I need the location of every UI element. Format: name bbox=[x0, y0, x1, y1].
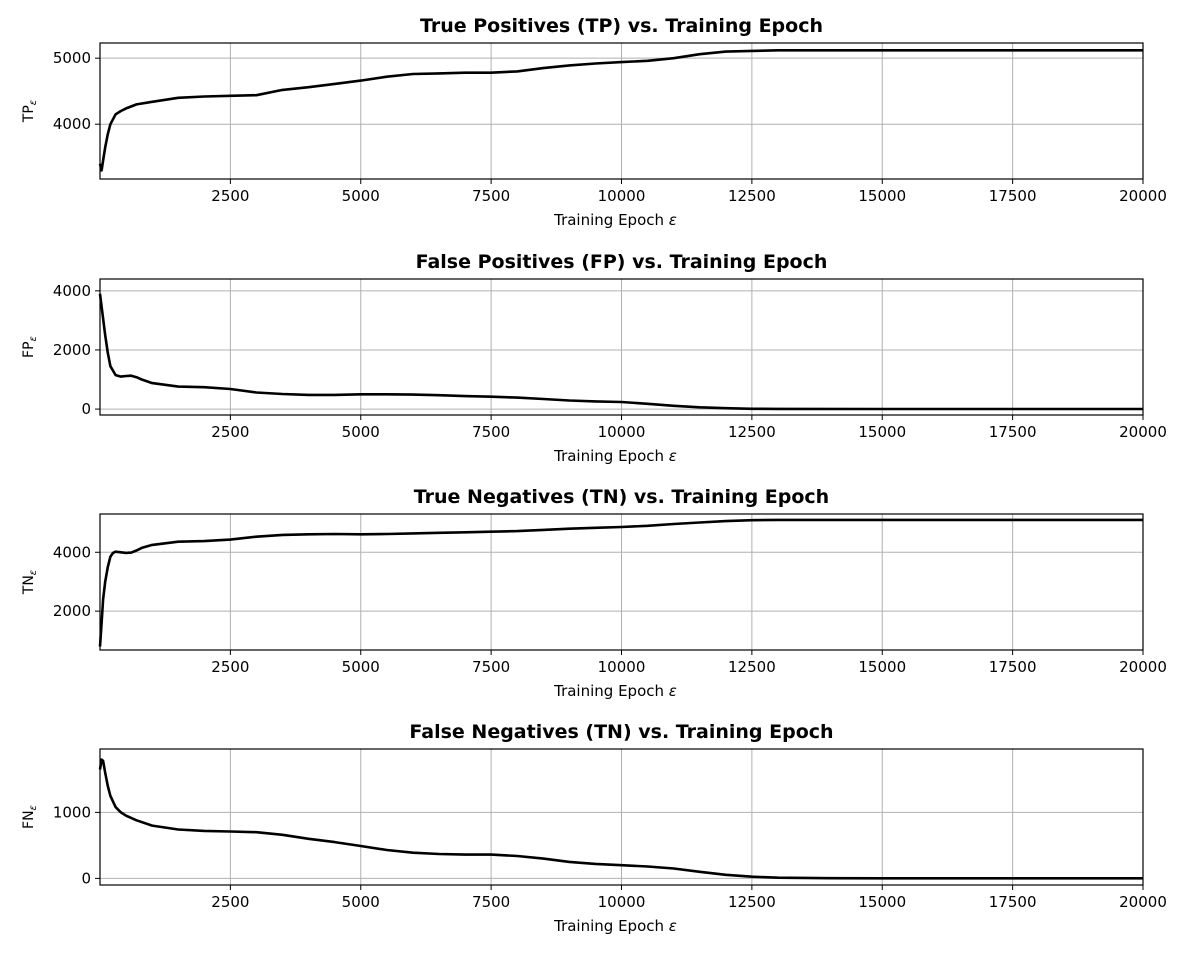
subplot-title: False Negatives (TN) vs. Training Epoch bbox=[409, 721, 833, 743]
subplot-title: True Negatives (TN) vs. Training Epoch bbox=[414, 486, 829, 508]
x-tick-label: 2500 bbox=[211, 658, 249, 676]
y-tick-label: 0 bbox=[81, 869, 91, 887]
series-line bbox=[98, 758, 1143, 880]
subplot-1: True Positives (TP) vs. Training Epoch 25… bbox=[21, 15, 1167, 229]
y-axis-label: FNε bbox=[21, 804, 39, 829]
x-tick-label: 17500 bbox=[989, 658, 1037, 676]
x-tick-label: 12500 bbox=[728, 423, 776, 441]
series-line bbox=[98, 48, 1143, 172]
x-axis-label: Training Epoch ε bbox=[553, 447, 677, 465]
x-tick-label: 5000 bbox=[342, 893, 380, 911]
x-tick-label: 7500 bbox=[472, 658, 510, 676]
x-tick-label: 15000 bbox=[858, 893, 906, 911]
x-tick-label: 5000 bbox=[342, 658, 380, 676]
subplot-2: False Positives (FP) vs. Training Epoch 2… bbox=[21, 251, 1167, 465]
x-tick-label: 12500 bbox=[728, 187, 776, 205]
y-tick-label: 5000 bbox=[53, 49, 91, 67]
x-tick-label: 7500 bbox=[472, 423, 510, 441]
x-tick-label: 10000 bbox=[598, 187, 646, 205]
x-axis-label: Training Epoch ε bbox=[553, 211, 677, 229]
x-axis-label: Training Epoch ε bbox=[553, 682, 677, 700]
x-tick-label: 17500 bbox=[989, 187, 1037, 205]
subplot-title: True Positives (TP) vs. Training Epoch bbox=[420, 15, 823, 37]
subplot-3: True Negatives (TN) vs. Training Epoch 25… bbox=[21, 486, 1167, 700]
y-axis-label: TNε bbox=[21, 569, 39, 595]
x-tick-label: 20000 bbox=[1119, 423, 1167, 441]
x-tick-label: 17500 bbox=[989, 893, 1037, 911]
x-tick-label: 2500 bbox=[211, 893, 249, 911]
x-tick-label: 2500 bbox=[211, 423, 249, 441]
plot-frame bbox=[99, 278, 1144, 416]
x-tick-label: 5000 bbox=[342, 187, 380, 205]
x-axis-label: Training Epoch ε bbox=[553, 917, 677, 935]
plot-frame bbox=[99, 42, 1144, 180]
y-tick-label: 0 bbox=[81, 400, 91, 418]
x-tick-label: 15000 bbox=[858, 658, 906, 676]
subplot-title: False Positives (FP) vs. Training Epoch bbox=[416, 251, 828, 273]
y-axis-label: TPε bbox=[21, 99, 39, 123]
x-tick-label: 7500 bbox=[472, 187, 510, 205]
subplot-4: False Negatives (TN) vs. Training Epoch 2… bbox=[21, 721, 1167, 935]
y-axis-label: FPε bbox=[21, 335, 39, 358]
x-tick-label: 17500 bbox=[989, 423, 1037, 441]
x-tick-label: 12500 bbox=[728, 658, 776, 676]
x-tick-label: 2500 bbox=[211, 187, 249, 205]
x-tick-label: 10000 bbox=[598, 423, 646, 441]
y-tick-label: 2000 bbox=[53, 341, 91, 359]
series-line bbox=[98, 293, 1143, 411]
x-tick-label: 20000 bbox=[1119, 893, 1167, 911]
y-tick-label: 1000 bbox=[53, 803, 91, 821]
x-tick-label: 12500 bbox=[728, 893, 776, 911]
x-tick-label: 20000 bbox=[1119, 658, 1167, 676]
y-tick-label: 2000 bbox=[53, 602, 91, 620]
y-tick-label: 4000 bbox=[53, 115, 91, 133]
x-tick-label: 20000 bbox=[1119, 187, 1167, 205]
x-tick-label: 5000 bbox=[342, 423, 380, 441]
y-tick-label: 4000 bbox=[53, 282, 91, 300]
series-line bbox=[98, 518, 1143, 647]
plot-frame bbox=[99, 513, 1144, 651]
y-tick-label: 4000 bbox=[53, 543, 91, 561]
x-tick-label: 10000 bbox=[598, 658, 646, 676]
x-tick-label: 15000 bbox=[858, 187, 906, 205]
x-tick-label: 10000 bbox=[598, 893, 646, 911]
plot-frame bbox=[99, 748, 1144, 886]
x-tick-label: 15000 bbox=[858, 423, 906, 441]
x-tick-label: 7500 bbox=[472, 893, 510, 911]
